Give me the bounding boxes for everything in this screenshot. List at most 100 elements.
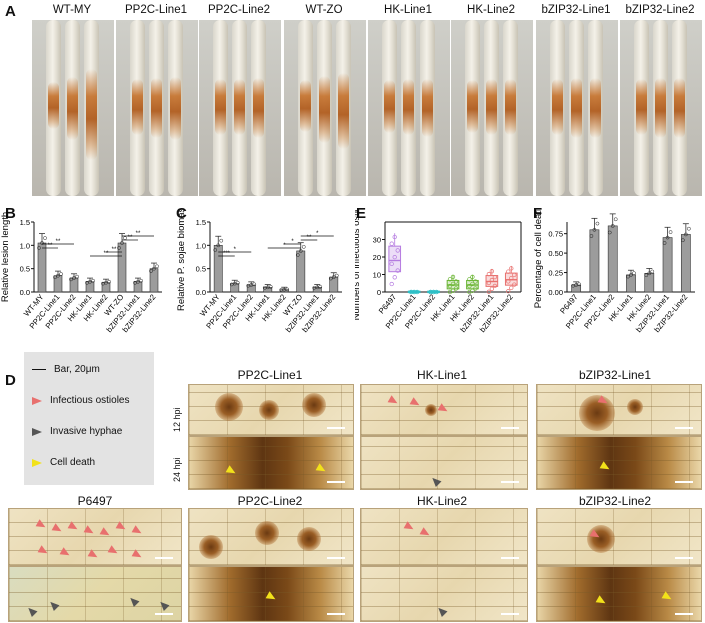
sig-label: **	[307, 235, 312, 241]
bar	[680, 234, 691, 293]
stem	[84, 20, 99, 196]
data-dot	[120, 241, 124, 245]
panel-letter-f: F	[533, 205, 543, 222]
lesion	[422, 78, 433, 137]
chart-c-biomass: Relative P. sojae biomass 0.00.51.01.5WT-…	[176, 210, 342, 334]
lesion	[636, 79, 647, 135]
lesion	[674, 78, 685, 138]
lesion	[384, 80, 395, 134]
data-dot	[684, 232, 688, 237]
data-point	[486, 280, 492, 286]
data-point	[506, 279, 511, 284]
data-dot	[301, 244, 306, 249]
data-point	[453, 279, 459, 284]
bar	[69, 277, 79, 293]
scale-bar	[501, 481, 519, 483]
lesion	[655, 78, 666, 138]
micro-title-pp2c1: PP2C-Line1	[237, 368, 303, 382]
data-point	[506, 288, 511, 294]
bar	[589, 229, 600, 293]
legend-death: Cell death	[32, 457, 95, 468]
data-dot	[681, 238, 685, 243]
data-point	[431, 289, 436, 295]
scale-bar	[327, 613, 345, 615]
lesion	[234, 79, 245, 135]
lesion	[132, 79, 143, 135]
stem-photo-4	[368, 20, 450, 196]
data-point	[414, 289, 420, 295]
y-tick-label: 0.5	[196, 265, 206, 274]
y-tick-label: 0.00	[548, 288, 563, 297]
sig-label: **	[136, 231, 141, 237]
yellow-arrow-icon	[32, 458, 42, 467]
stem	[550, 20, 565, 196]
lesion	[505, 79, 516, 135]
bar	[149, 268, 159, 293]
hpi-12: 12 hpi	[172, 407, 182, 432]
y-tick-label: 0	[377, 288, 381, 297]
cell-walls	[361, 509, 527, 565]
data-dot	[43, 236, 47, 240]
stem	[130, 20, 145, 196]
bar	[329, 276, 339, 293]
data-dot	[72, 276, 76, 280]
y-axis-label: Relative P. sojae biomass	[176, 210, 187, 311]
data-dot	[592, 227, 597, 232]
data-dot	[668, 230, 673, 234]
data-point	[489, 277, 495, 283]
micrograph-5	[536, 436, 702, 490]
stem	[503, 20, 518, 196]
stem	[317, 20, 332, 196]
data-dot	[298, 249, 303, 253]
stem	[569, 20, 584, 196]
stem	[149, 20, 164, 196]
cell-walls	[361, 437, 527, 489]
cell-walls	[361, 567, 527, 621]
micrograph-2	[360, 384, 528, 436]
data-dot	[665, 235, 670, 240]
scale-bar	[327, 481, 345, 483]
red-arrow-icon	[32, 396, 42, 405]
panel-letter-b: B	[5, 205, 16, 222]
data-dot	[69, 277, 73, 282]
scale-bar	[501, 427, 519, 429]
lesion-spot	[627, 399, 643, 415]
data-dot	[149, 269, 153, 273]
data-point	[450, 274, 456, 280]
data-dot	[629, 273, 633, 277]
panel-letter-d: D	[5, 372, 16, 389]
legend-box: Bar, 20μm Infectious ostioles Invasive h…	[24, 352, 154, 485]
data-point	[392, 275, 397, 280]
data-point	[470, 281, 475, 286]
data-point	[467, 277, 472, 282]
data-point	[389, 281, 394, 287]
stem-photo-7	[620, 20, 702, 196]
bar	[644, 273, 655, 293]
data-point	[389, 261, 394, 267]
bar	[296, 250, 306, 293]
legend-invasive: Invasive hyphae	[32, 426, 122, 437]
y-tick-label: 0.50	[548, 249, 563, 258]
lesion	[67, 76, 78, 141]
micrograph-7	[8, 566, 182, 622]
stem	[65, 20, 80, 196]
sig-label: *	[291, 239, 294, 245]
stem-label-5: HK-Line2	[467, 4, 515, 16]
y-tick-label: 20	[373, 253, 381, 262]
stem	[336, 20, 351, 196]
data-point	[473, 279, 478, 284]
y-tick-label: 0.0	[196, 288, 206, 297]
data-dot	[644, 273, 649, 278]
stem	[465, 20, 480, 196]
data-dot	[37, 246, 41, 250]
lesion	[590, 78, 601, 138]
lesion	[486, 79, 497, 135]
stem	[213, 20, 228, 196]
data-point	[434, 289, 439, 295]
chart-f-cell-death: Percentage of cell death 0.00 0.25 0.50 0.75…	[533, 210, 695, 334]
scale-bar	[675, 481, 693, 483]
y-tick-label: 0.75	[548, 230, 563, 239]
data-point	[509, 266, 514, 271]
panel-letter-c: C	[176, 205, 187, 222]
micrograph-1	[188, 436, 354, 490]
